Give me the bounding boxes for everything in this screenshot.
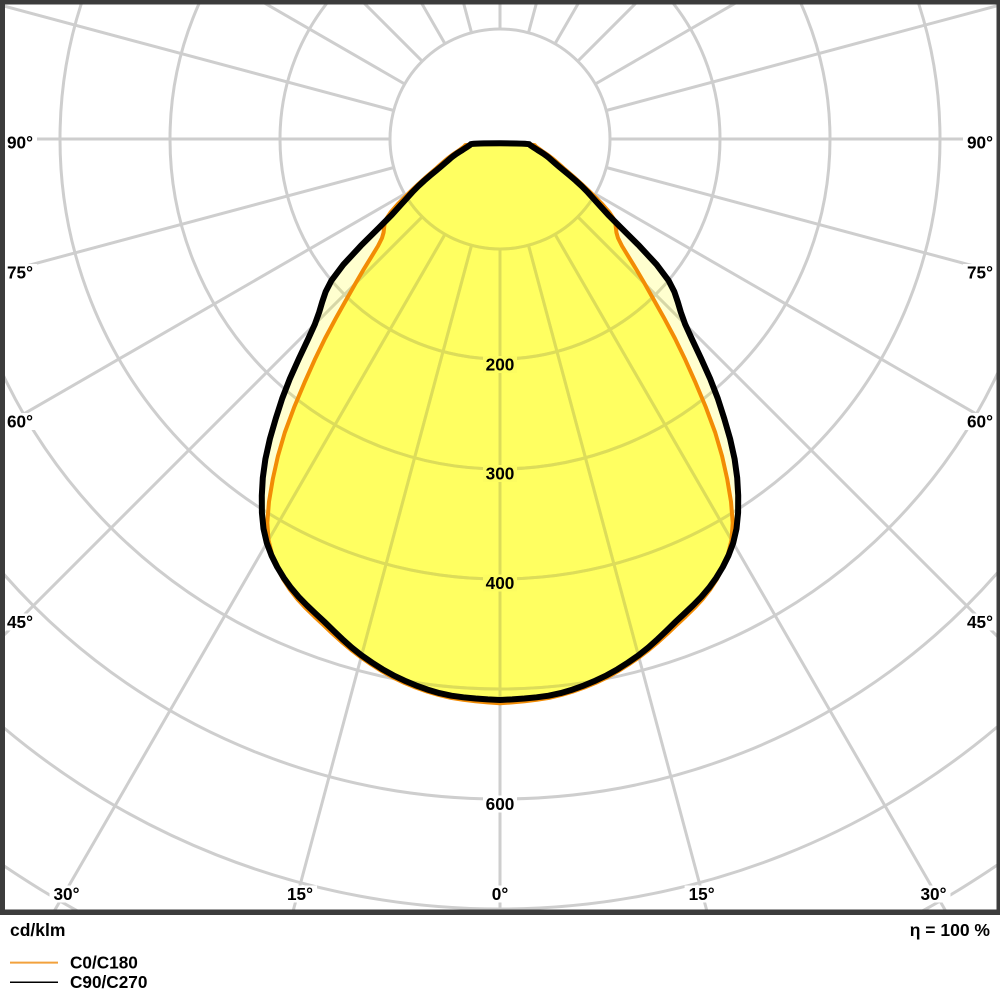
- svg-text:75°: 75°: [967, 263, 993, 283]
- svg-text:300: 300: [486, 464, 515, 484]
- svg-text:30°: 30°: [921, 884, 947, 904]
- svg-text:15°: 15°: [287, 884, 313, 904]
- svg-text:0°: 0°: [492, 884, 509, 904]
- svg-text:45°: 45°: [7, 612, 33, 632]
- svg-text:90°: 90°: [967, 133, 993, 153]
- svg-text:30°: 30°: [54, 884, 80, 904]
- svg-text:45°: 45°: [967, 612, 993, 632]
- svg-text:60°: 60°: [967, 412, 993, 432]
- svg-text:C90/C270: C90/C270: [70, 972, 147, 992]
- svg-text:15°: 15°: [689, 884, 715, 904]
- svg-text:C0/C180: C0/C180: [70, 952, 138, 972]
- svg-text:η = 100 %: η = 100 %: [910, 920, 991, 940]
- svg-text:90°: 90°: [7, 133, 33, 153]
- svg-text:75°: 75°: [7, 263, 33, 283]
- svg-text:600: 600: [486, 794, 515, 814]
- svg-text:200: 200: [486, 355, 515, 375]
- svg-text:400: 400: [486, 573, 515, 593]
- svg-text:cd/klm: cd/klm: [10, 920, 65, 940]
- svg-text:60°: 60°: [7, 412, 33, 432]
